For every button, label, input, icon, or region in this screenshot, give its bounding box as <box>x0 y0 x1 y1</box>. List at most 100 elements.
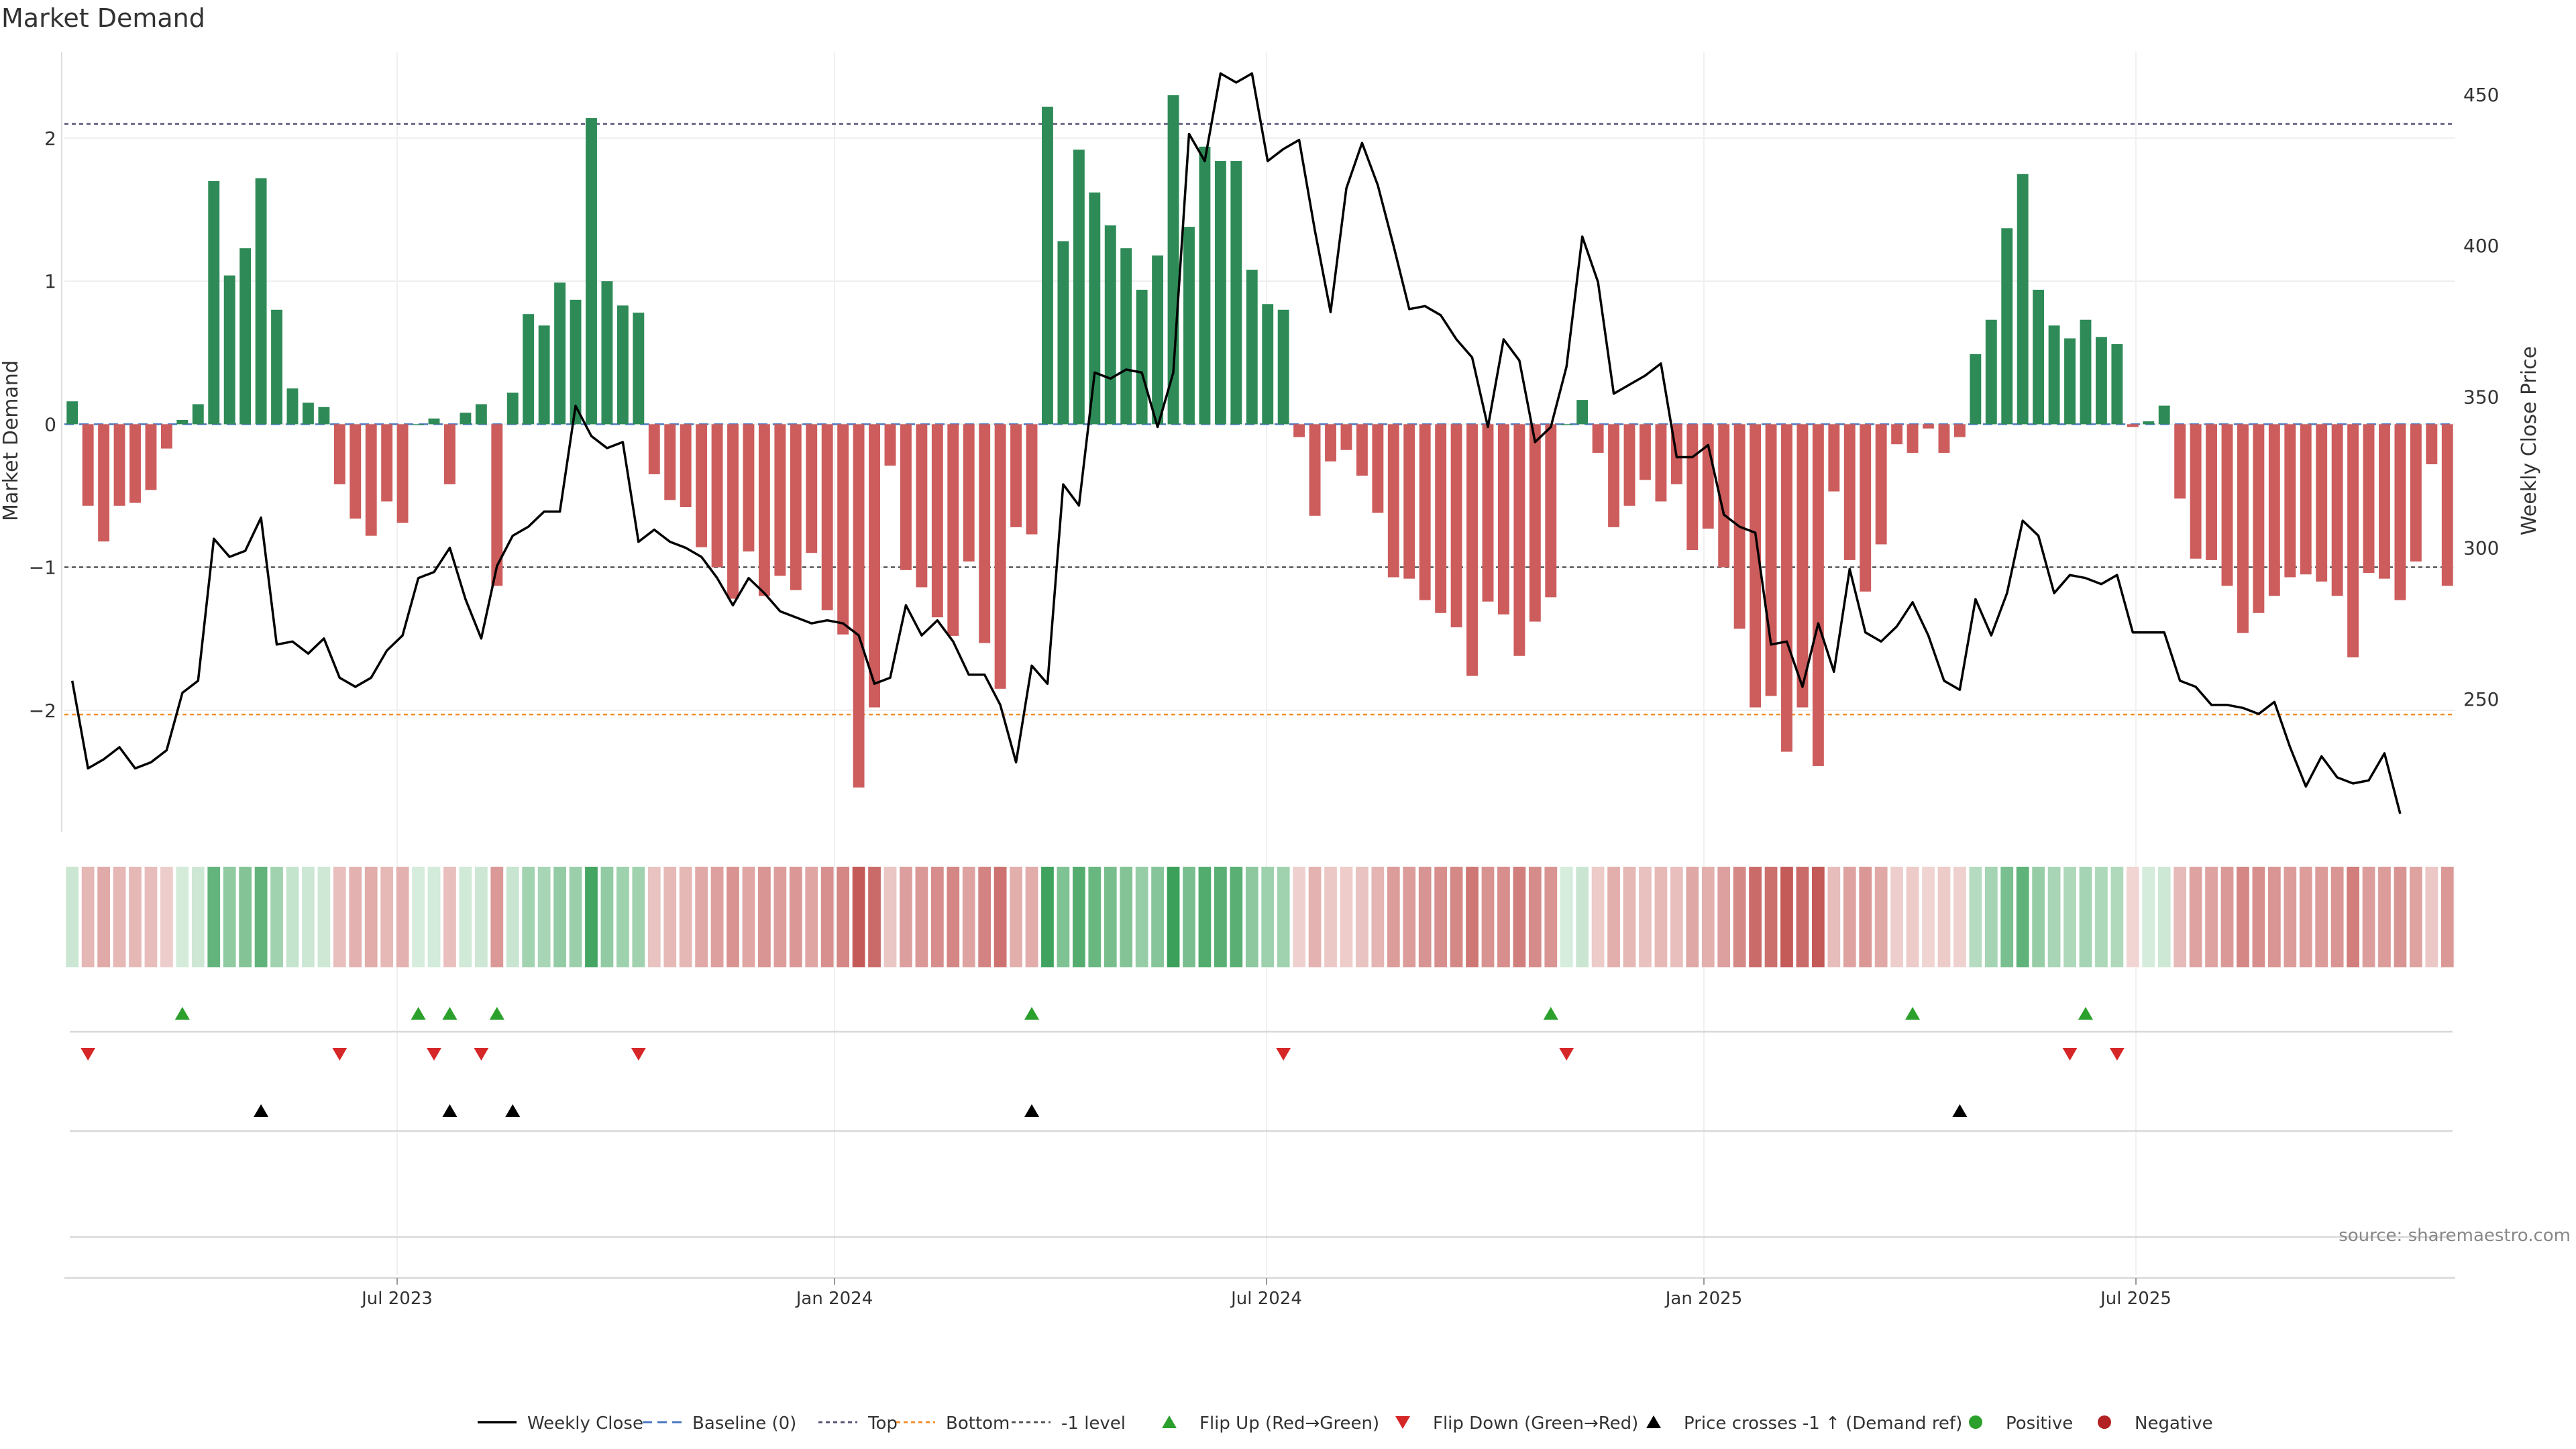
demand-bar <box>1529 424 1541 622</box>
demand-bar <box>1891 424 1903 445</box>
demand-bar <box>1828 424 1840 492</box>
y-axis-label: Market Demand <box>0 360 23 521</box>
demand-bar <box>2300 424 2312 575</box>
heat-cell <box>2000 867 2014 967</box>
heat-cell <box>97 867 110 967</box>
y-tick-label: 2 <box>44 127 56 150</box>
demand-bar <box>1686 424 1699 550</box>
heat-cell <box>1922 867 1935 967</box>
heat-cell <box>1701 867 1715 967</box>
demand-bar <box>1183 227 1195 425</box>
demand-bar <box>837 424 849 635</box>
heat-cell <box>1466 867 1479 967</box>
demand-bar <box>2363 424 2375 574</box>
heat-cell <box>113 867 126 967</box>
heat-cell <box>1717 867 1731 967</box>
heat-cell <box>270 867 283 967</box>
flip-up-marker <box>442 1007 458 1020</box>
heat-cell <box>1403 867 1416 967</box>
demand-bar <box>2064 338 2076 425</box>
heat-cell <box>1827 867 1841 967</box>
demand-bar <box>1450 424 1462 628</box>
price-cross-marker <box>442 1104 458 1117</box>
heat-cell <box>1670 867 1683 967</box>
heat-cell <box>474 867 488 967</box>
demand-bar <box>1765 424 1777 696</box>
demand-bar <box>1277 309 1289 425</box>
heat-cell <box>2315 867 2328 967</box>
heat-cell <box>1072 867 1085 967</box>
heat-cell <box>1308 867 1322 967</box>
heat-cell <box>1528 867 1542 967</box>
legend-swatch <box>1969 1415 1982 1429</box>
heat-cell <box>789 867 802 967</box>
demand-bar <box>160 424 172 449</box>
heat-cell <box>1088 867 1102 967</box>
legend-entry: Positive <box>2006 1413 2073 1434</box>
heat-cell <box>1167 867 1180 967</box>
flip-down-marker <box>332 1048 347 1061</box>
heat-cell <box>2378 867 2391 967</box>
heat-cell <box>1796 867 1809 967</box>
heat-cell <box>317 867 331 967</box>
demand-bar <box>1623 424 1635 506</box>
heat-cell <box>412 867 425 967</box>
heat-cell <box>2063 867 2076 967</box>
heat-cell <box>1749 867 1762 967</box>
demand-bar <box>947 424 959 636</box>
heat-cell <box>553 867 566 967</box>
heat-cell <box>1513 867 1526 967</box>
demand-bar <box>1325 424 1336 462</box>
heat-cell <box>1497 867 1510 967</box>
demand-bar <box>475 404 487 425</box>
demand-bar <box>2033 289 2045 425</box>
demand-bar <box>758 424 770 596</box>
y-tick-label: 1 <box>44 270 56 292</box>
heat-cell <box>1104 867 1117 967</box>
demand-bar <box>554 282 566 425</box>
heat-cell <box>506 867 519 967</box>
demand-bar <box>1309 424 1321 516</box>
demand-bar <box>2080 319 2092 425</box>
heat-cell <box>727 867 739 967</box>
heat-cell <box>1591 867 1605 967</box>
price-series <box>70 72 2402 814</box>
heat-cell <box>81 867 95 967</box>
flip-down-marker <box>474 1048 489 1061</box>
legend-swatch <box>1646 1415 1661 1428</box>
heat-cell <box>1890 867 1903 967</box>
demand-bar <box>1356 424 1368 476</box>
demand-bar <box>1750 424 1762 708</box>
heat-cell <box>2110 867 2124 967</box>
heat-cell <box>2032 867 2045 967</box>
legend-entry: Top <box>867 1413 898 1434</box>
heat-cell <box>1057 867 1070 967</box>
heat-cell <box>852 867 865 967</box>
demand-bar <box>286 388 299 425</box>
heat-cell <box>2410 867 2422 967</box>
demand-bar <box>192 404 204 425</box>
flip-down-marker <box>2062 1048 2078 1061</box>
heat-cell <box>1481 867 1495 967</box>
heat-cell <box>1418 867 1432 967</box>
demand-bar <box>633 313 645 425</box>
heat-cell <box>2126 867 2139 967</box>
demand-bar <box>586 118 597 425</box>
demand-bar <box>1985 319 1997 425</box>
demand-bar <box>255 178 267 425</box>
heat-cell <box>616 867 629 967</box>
heat-cell <box>349 867 362 967</box>
heat-cell <box>1623 867 1636 967</box>
chart-title: Market Demand <box>1 3 205 33</box>
heat-cell <box>254 867 268 967</box>
heat-cell <box>569 867 582 967</box>
demand-bar <box>1136 289 1148 425</box>
legend-swatch <box>2098 1415 2111 1429</box>
heat-cell <box>962 867 975 967</box>
demand-bar <box>1560 424 1572 425</box>
heat-cell <box>1041 867 1054 967</box>
demand-bar <box>1214 161 1226 425</box>
demand-bar <box>1246 270 1258 425</box>
heat-cell <box>129 867 142 967</box>
demand-bar <box>2190 424 2202 559</box>
